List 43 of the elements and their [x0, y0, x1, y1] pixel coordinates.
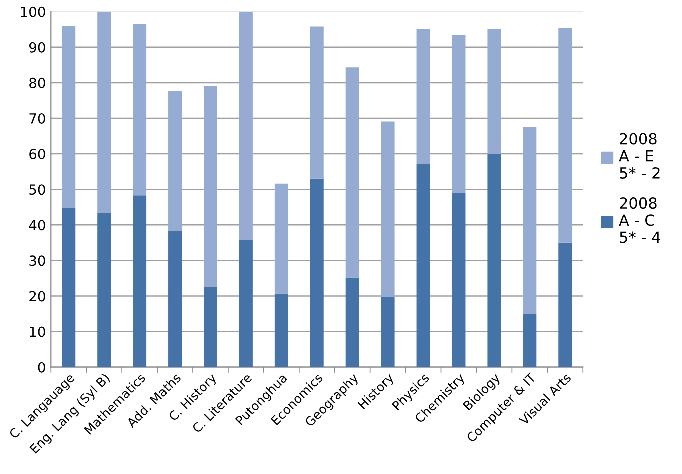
bar [168, 232, 182, 368]
bar [558, 242, 572, 368]
legend-label: 2008 A - C 5* - 4 [619, 198, 660, 244]
bar [523, 314, 537, 368]
bar [523, 127, 537, 314]
bar [274, 184, 288, 294]
bar [381, 122, 395, 297]
y-tick-label: 0 [38, 362, 46, 373]
bar [98, 213, 112, 368]
bar [416, 29, 430, 164]
y-tick-label: 10 [30, 326, 46, 338]
bar [62, 26, 76, 208]
bar [98, 12, 112, 214]
bar [346, 68, 360, 278]
bar [62, 208, 76, 368]
bar [452, 193, 466, 368]
y-tick-label: 60 [30, 149, 46, 160]
y-tick-label: 90 [29, 42, 46, 53]
bar [168, 91, 182, 232]
bar [310, 26, 324, 179]
bar [204, 86, 218, 288]
bar [239, 12, 253, 240]
bar [488, 29, 502, 154]
bar [239, 240, 253, 368]
bar [558, 28, 572, 243]
bar [381, 296, 395, 368]
y-tick-label: 80 [30, 78, 46, 88]
y-tick-label: 50 [30, 184, 46, 196]
bar [310, 178, 324, 368]
y-tick-label: 100 [21, 6, 46, 18]
bar [452, 35, 466, 194]
legend-label: 2008 A - E 5* - 2 [619, 133, 660, 179]
y-tick-label: 30 [30, 256, 46, 266]
bar [488, 154, 502, 368]
y-tick-label: 40 [29, 220, 46, 231]
bar [133, 24, 147, 196]
bar [204, 287, 218, 368]
bar [133, 196, 147, 368]
bar [274, 294, 288, 368]
bar [416, 164, 430, 368]
y-tick-label: 20 [30, 291, 46, 302]
y-tick-label: 70 [30, 113, 46, 124]
bar [346, 278, 360, 368]
